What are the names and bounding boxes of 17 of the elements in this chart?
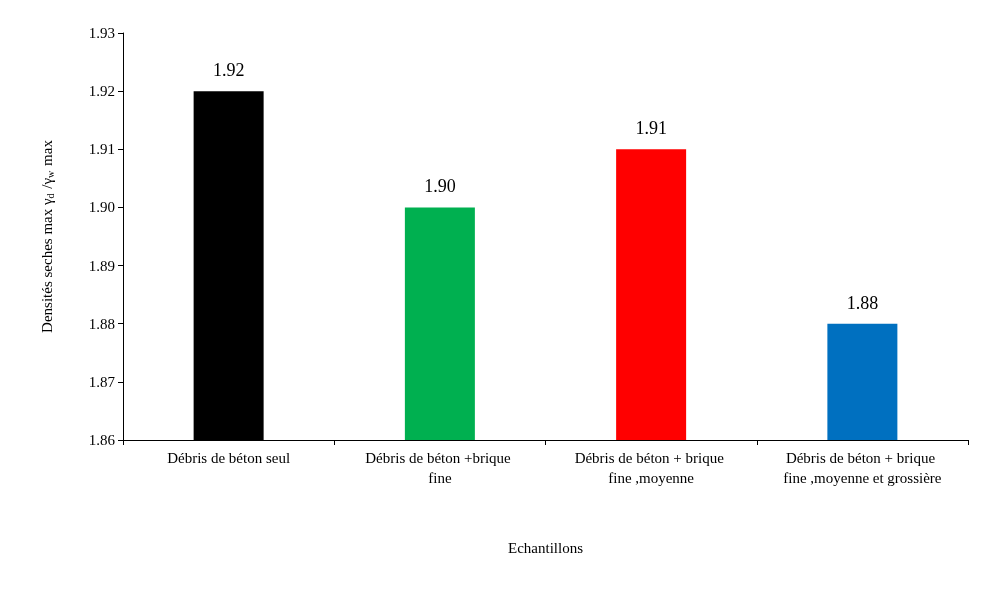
y-tick-label: 1.86 — [88, 432, 116, 448]
data-label: 1.90 — [424, 176, 456, 197]
y-tick-label: 1.87 — [88, 373, 116, 390]
data-label: 1.88 — [846, 292, 879, 313]
x-tick-label: Débris de béton + brique fine ,moyenne et grossière — [783, 450, 942, 486]
x-tick-label: Débris de béton +brique fine — [365, 450, 515, 486]
y-tick-label: 1.89 — [88, 257, 115, 274]
x-axis-title: Echantillons — [508, 539, 584, 556]
y-tick-label: 1.92 — [88, 83, 115, 100]
y-tick-label: 1.93 — [88, 25, 115, 41]
data-label: 1.92 — [212, 60, 245, 81]
x-tick-label: Débris de béton + brique fine ,moyenne — [574, 450, 728, 486]
y-tick-label: 1.91 — [88, 141, 115, 158]
y-tick-label: 1.90 — [88, 199, 115, 216]
data-label: 1.91 — [635, 118, 667, 139]
y-tick-label: 1.88 — [88, 315, 115, 332]
x-tick-label: Débris de béton seul — [167, 450, 291, 466]
